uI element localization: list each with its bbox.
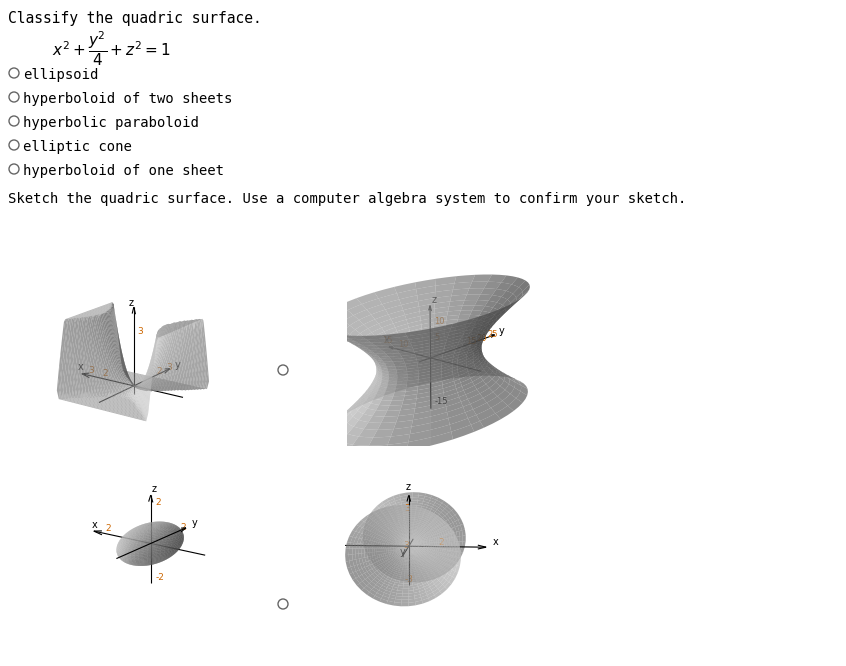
Text: hyperbolic paraboloid: hyperbolic paraboloid [23,116,199,130]
Text: elliptic cone: elliptic cone [23,140,132,154]
Text: hyperboloid of one sheet: hyperboloid of one sheet [23,164,224,178]
Text: Sketch the quadric surface. Use a computer algebra system to confirm your sketch: Sketch the quadric surface. Use a comput… [8,192,686,206]
Text: Classify the quadric surface.: Classify the quadric surface. [8,11,261,26]
Text: ellipsoid: ellipsoid [23,68,98,82]
Text: hyperboloid of two sheets: hyperboloid of two sheets [23,92,233,106]
Text: $x^2 + \dfrac{y^2}{4} + z^2 = 1$: $x^2 + \dfrac{y^2}{4} + z^2 = 1$ [52,30,171,69]
